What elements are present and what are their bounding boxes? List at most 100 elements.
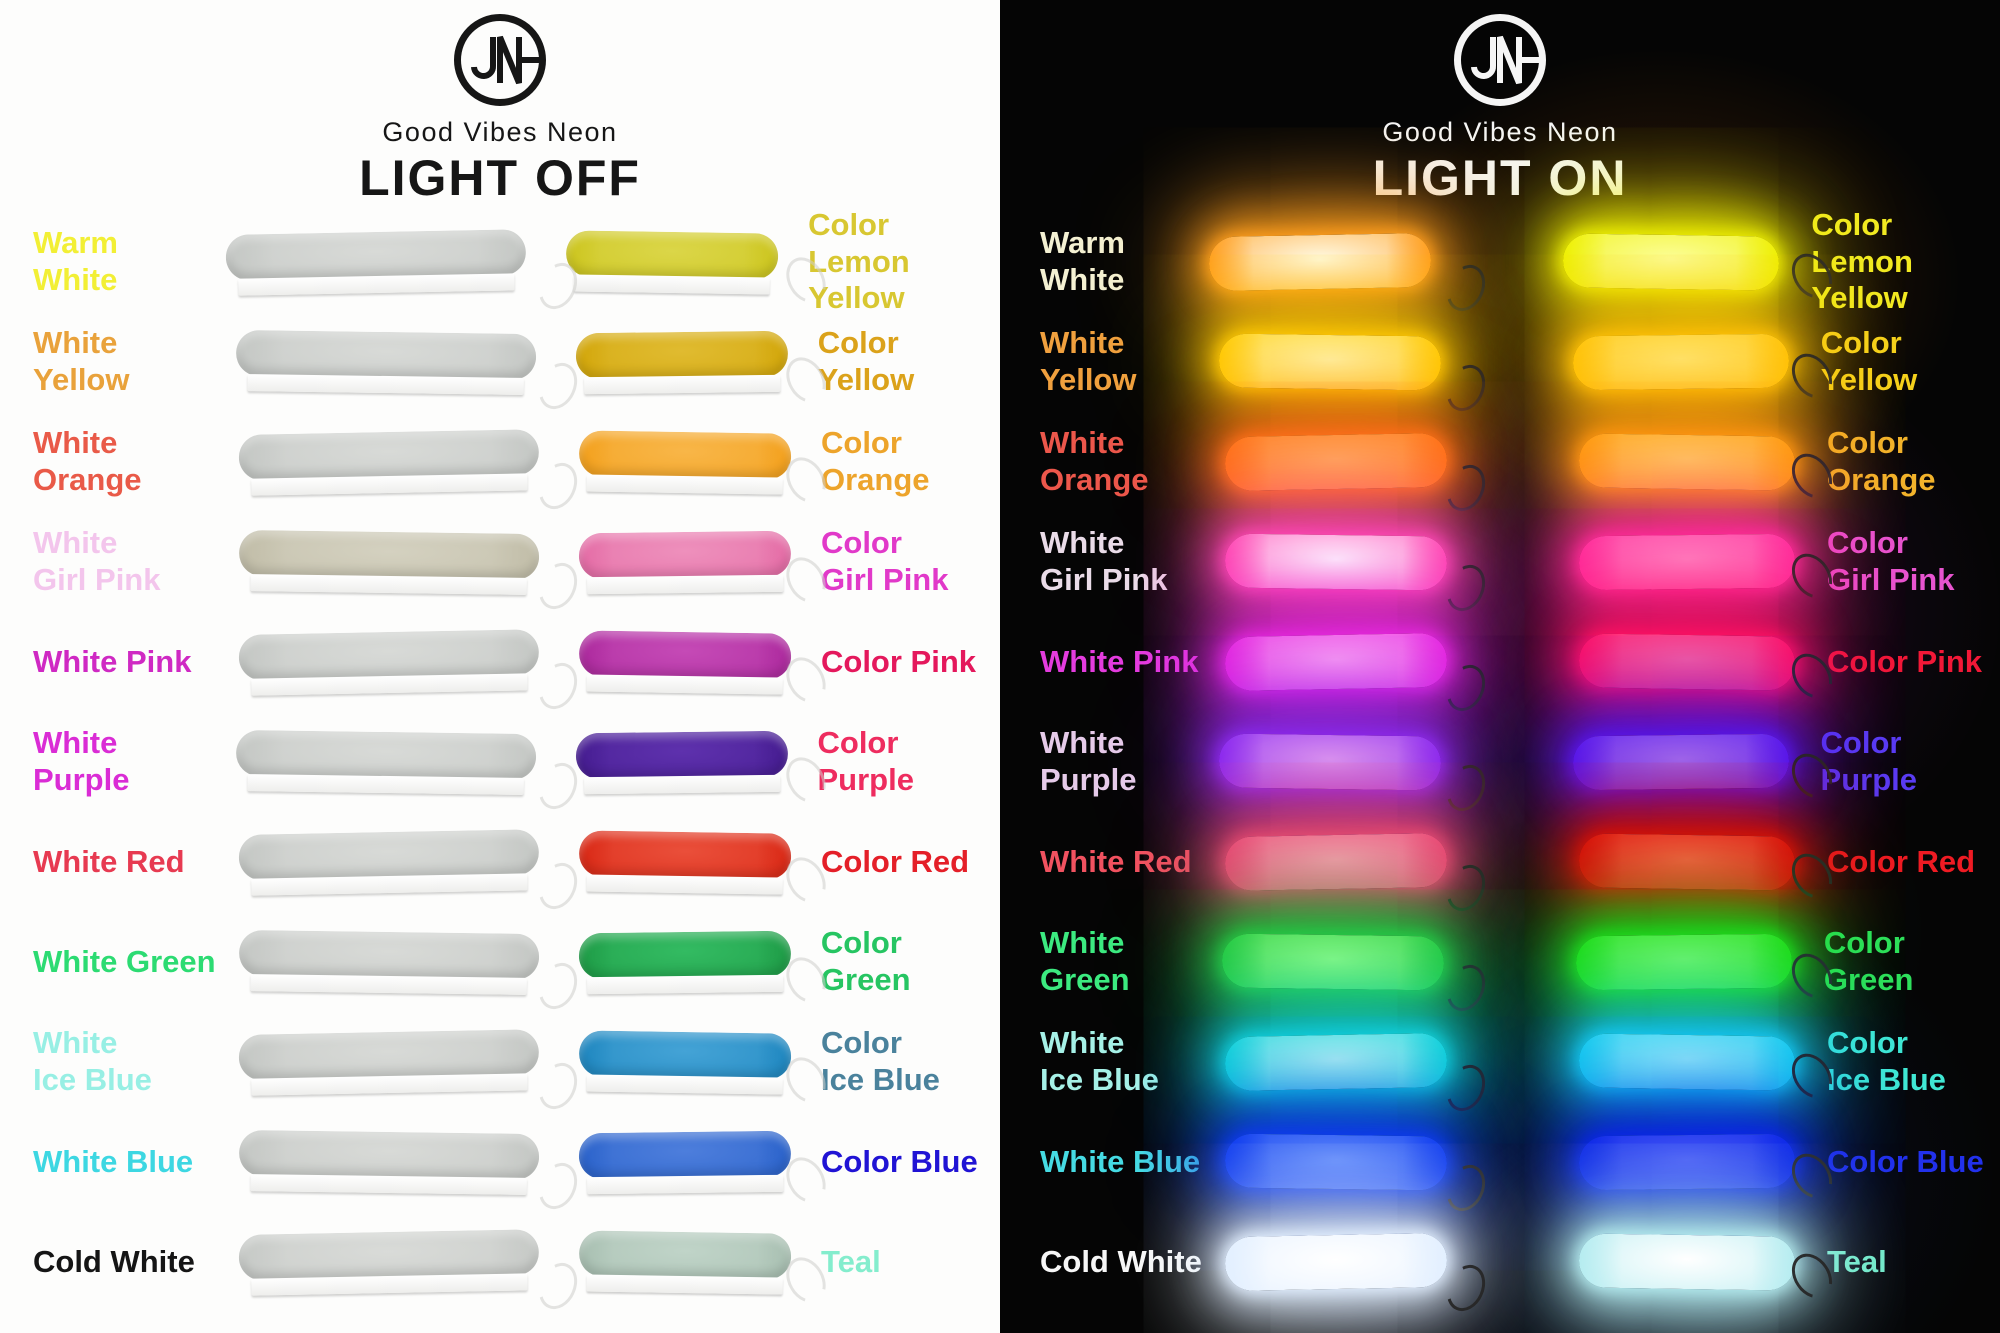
color-row: Cold White Teal xyxy=(0,1212,1000,1316)
white-series-label: White Ice Blue xyxy=(33,1025,152,1097)
color-row: White Pink Color Pink xyxy=(0,612,1000,716)
tube-silicone xyxy=(1224,832,1448,892)
connector-wire-icon xyxy=(1439,458,1493,518)
white-series-label: White Orange xyxy=(1040,425,1149,497)
connector-wire-icon xyxy=(1439,1058,1493,1118)
neon-tube-right xyxy=(1578,833,1796,891)
tube-base xyxy=(587,1273,783,1295)
color-series-label: Color Purple xyxy=(817,725,914,797)
neon-tube-right xyxy=(578,1229,792,1295)
tube-silicone xyxy=(1578,1233,1796,1291)
tube-silicone xyxy=(235,729,536,780)
tube-base xyxy=(587,974,783,994)
connector-wire-icon xyxy=(1439,558,1493,618)
color-row: White Ice Blue Color Ice Blue xyxy=(0,1012,1000,1116)
neon-tube-left xyxy=(238,628,540,696)
tube-silicone xyxy=(1578,633,1796,691)
tube-silicone xyxy=(578,1229,792,1280)
panel-header: Good Vibes Neon LIGHT ON xyxy=(1000,0,2000,212)
tube-base xyxy=(587,673,783,695)
white-series-label: White Blue xyxy=(1040,1143,1201,1179)
color-series-label: Color Pink xyxy=(1827,643,1983,679)
tube-silicone xyxy=(578,1130,792,1179)
white-series-label: White Pink xyxy=(1040,643,1199,679)
neon-tube-left xyxy=(1224,1032,1448,1092)
tube-silicone xyxy=(1575,933,1793,991)
swatch-rows: Warm White Color Lemon Yellow White Yell… xyxy=(1000,207,2000,1318)
neon-tube-right xyxy=(1562,233,1780,291)
connector-wire-icon xyxy=(1439,658,1493,718)
white-series-label: White Blue xyxy=(33,1143,194,1179)
white-series-label: Warm White xyxy=(33,225,118,297)
tube-silicone xyxy=(1218,333,1442,391)
color-series-label: Color Ice Blue xyxy=(821,1025,940,1097)
neon-tube-left xyxy=(238,428,540,496)
color-series-label: Color Yellow xyxy=(817,325,915,397)
tube-silicone xyxy=(1224,1133,1448,1191)
color-row: White Ice Blue Color Ice Blue xyxy=(1000,1012,2000,1118)
white-series-label: White Girl Pink xyxy=(1040,525,1168,597)
neon-tube-right xyxy=(578,429,792,495)
tube-silicone xyxy=(578,930,792,979)
swatch-rows: Warm White Color Lemon Yellow White Yell… xyxy=(0,207,1000,1316)
tube-base xyxy=(587,1073,783,1095)
tube-base xyxy=(587,473,783,495)
tube-silicone xyxy=(238,529,540,580)
neon-tube-right xyxy=(578,1029,792,1095)
color-series-label: Color Lemon Yellow xyxy=(808,207,910,316)
tube-silicone xyxy=(1572,733,1789,791)
neon-tube-left xyxy=(1224,832,1448,892)
connector-wire-icon xyxy=(1439,758,1493,818)
tube-silicone xyxy=(1572,333,1790,391)
panel-header: Good Vibes Neon LIGHT OFF xyxy=(0,0,1000,212)
neon-tube-left xyxy=(235,329,537,395)
connector-wire-icon xyxy=(531,456,585,516)
neon-tube-right xyxy=(578,530,792,594)
color-row: White Yellow Color Yellow xyxy=(0,312,1000,416)
panel-title-light-off: LIGHT OFF xyxy=(359,150,641,206)
color-series-label: Color Girl Pink xyxy=(821,525,949,597)
panel-light-off: Good Vibes Neon LIGHT OFF Warm White Col… xyxy=(0,0,1000,1333)
tube-silicone xyxy=(1578,833,1796,891)
tube-silicone xyxy=(1562,233,1780,291)
neon-tube-left xyxy=(238,929,540,995)
tube-silicone xyxy=(1578,433,1796,491)
white-series-label: White Yellow xyxy=(1040,325,1137,397)
neon-tube-right xyxy=(1578,633,1796,691)
tube-silicone xyxy=(238,828,540,881)
neon-tube-left xyxy=(1208,232,1432,292)
color-series-label: Color Green xyxy=(1823,925,1914,997)
color-series-label: Color Yellow xyxy=(1820,325,1918,397)
white-series-label: White Girl Pink xyxy=(33,525,161,597)
tube-base xyxy=(584,374,780,394)
neon-tube-right xyxy=(1578,1033,1796,1091)
connector-wire-icon xyxy=(531,856,585,916)
neon-tube-left xyxy=(1224,1232,1448,1292)
tube-base xyxy=(250,973,527,995)
white-series-label: Warm White xyxy=(1040,225,1125,297)
connector-wire-icon xyxy=(531,1256,585,1316)
neon-tube-left xyxy=(1224,533,1448,591)
panel-light-on: Good Vibes Neon LIGHT ON Warm White Colo… xyxy=(1000,0,2000,1333)
neon-tube-right xyxy=(575,730,788,794)
tube-base xyxy=(247,373,524,395)
color-series-label: Color Girl Pink xyxy=(1827,525,1955,597)
neon-tube-left xyxy=(235,729,536,795)
connector-wire-icon xyxy=(1439,358,1493,418)
tube-silicone xyxy=(1578,1033,1796,1091)
color-row: White Red Color Red xyxy=(1000,812,2000,918)
tube-silicone xyxy=(238,1129,540,1180)
color-row: White Yellow Color Yellow xyxy=(1000,312,2000,418)
panel-title-light-on: LIGHT ON xyxy=(1372,150,1628,206)
color-series-label: Color Blue xyxy=(1827,1143,1984,1179)
neon-tube-left xyxy=(238,1028,540,1096)
color-row: Warm White Color Lemon Yellow xyxy=(0,207,1000,315)
tube-silicone xyxy=(1224,1032,1448,1092)
tube-base xyxy=(587,574,783,594)
neon-tube-left xyxy=(1218,333,1442,391)
color-row: White Orange Color Orange xyxy=(1000,412,2000,518)
color-series-label: Color Orange xyxy=(1827,425,1936,497)
tube-silicone xyxy=(238,628,540,681)
tube-silicone xyxy=(1578,1133,1796,1191)
